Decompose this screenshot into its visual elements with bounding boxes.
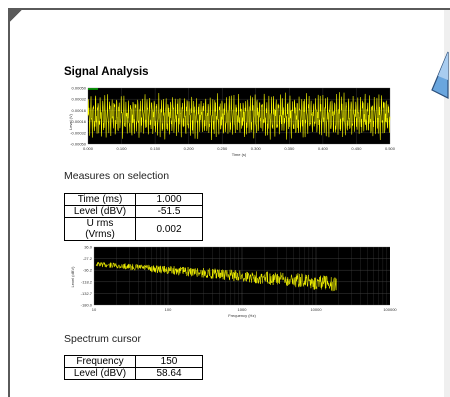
- time-chart-xtick: 0.250: [217, 146, 228, 151]
- spectrum-chart-ytick: 36.0: [84, 245, 93, 250]
- page-right-edge: [444, 10, 450, 397]
- page-title: Signal Analysis: [64, 66, 149, 78]
- spectrum-chart[interactable]: 36.0 -27.2 -36.2 -118.2 -132.7 -180.0 10 100 10…: [58, 245, 398, 326]
- spectrum-chart-xlabel: Frequency (Hz): [228, 313, 256, 318]
- time-chart-ytick: 0.00050: [72, 86, 87, 91]
- measures-value: 1.000: [135, 193, 203, 206]
- measures-row: U rms (Vrms) 0.002: [64, 217, 203, 241]
- time-chart-ytick: -0.00032: [70, 130, 87, 135]
- spectrum-chart-xtick: 100000: [383, 307, 397, 312]
- time-chart-xtick: 0.100: [117, 146, 128, 151]
- measures-label: Time (ms): [64, 193, 136, 206]
- time-chart-trace: [87, 92, 391, 140]
- measures-row: Level (dBV) -51.5: [64, 205, 203, 218]
- measures-label: U rms (Vrms): [64, 217, 136, 241]
- spectrum-chart-xtick: 1000: [238, 307, 248, 312]
- spectrum-chart-trace: [95, 261, 337, 292]
- time-chart-xtick: 0.000: [83, 146, 94, 151]
- time-chart-ylabel: Level (V): [68, 113, 73, 130]
- spectrum-cursor-row: Frequency 150: [64, 355, 203, 368]
- time-chart-ytick: 0.00032: [72, 97, 87, 102]
- time-chart-xtick: 0.150: [150, 146, 161, 151]
- spectrum-chart-ytick: -180.0: [81, 303, 93, 308]
- time-chart-svg[interactable]: 0.00050 0.00032 0.00016 -0.00016 -0.00032 -0.…: [58, 86, 398, 162]
- spectrum-chart-ytick: -132.7: [81, 291, 93, 296]
- time-chart-xtick: 0.300: [251, 146, 262, 151]
- spectrum-cursor-heading: Spectrum cursor: [64, 333, 142, 345]
- time-chart-ytick: -0.00016: [70, 119, 87, 124]
- time-chart-ytick: -0.00050: [70, 142, 87, 147]
- spectrum-chart-xtick: 100: [165, 307, 172, 312]
- page-corner-fold: [10, 10, 22, 22]
- spectrum-cursor-label: Frequency: [64, 355, 136, 368]
- measures-label: Level (dBV): [64, 205, 136, 218]
- measures-heading: Measures on selection: [64, 170, 170, 182]
- time-chart-ytick: 0.00016: [72, 108, 87, 113]
- spectrum-cursor-value: 150: [135, 355, 203, 368]
- spectrum-chart-ytick: -27.2: [83, 256, 93, 261]
- time-chart-xtick: 0.200: [184, 146, 195, 151]
- measures-table: Time (ms) 1.000 Level (dBV) -51.5 U rms (Vrm…: [64, 193, 203, 241]
- time-chart-xtick: 0.400: [318, 146, 329, 151]
- spectrum-chart-ytick: -118.2: [81, 279, 93, 284]
- spectrum-cursor-label: Level (dBV): [64, 367, 136, 380]
- time-chart-xlabel: Time (s): [232, 152, 247, 157]
- time-chart-xtick: 0.450: [351, 146, 362, 151]
- spectrum-cursor-row: Level (dBV) 58.64: [64, 367, 203, 380]
- triangle-pointer-icon[interactable]: [430, 50, 450, 100]
- document-frame-top: [8, 8, 450, 10]
- measures-value: 0.002: [135, 217, 203, 241]
- document-frame-left: [8, 8, 10, 397]
- time-chart-xtick: 0.350: [284, 146, 295, 151]
- spectrum-chart-ytick: -36.2: [83, 268, 93, 273]
- spectrum-chart-xtick: 10: [92, 307, 97, 312]
- time-chart-xtick: 0.500: [385, 146, 396, 151]
- measures-row: Time (ms) 1.000: [64, 193, 203, 206]
- spectrum-chart-svg[interactable]: 36.0 -27.2 -36.2 -118.2 -132.7 -180.0 10 100 10…: [58, 245, 398, 321]
- spectrum-cursor-table: Frequency 150 Level (dBV) 58.64: [64, 355, 203, 380]
- time-chart[interactable]: 0.00050 0.00032 0.00016 -0.00016 -0.00032 -0.…: [58, 86, 398, 167]
- measures-value: -51.5: [135, 205, 203, 218]
- spectrum-chart-xtick: 10000: [310, 307, 322, 312]
- spectrum-chart-ylabel: Level (dBV): [70, 266, 75, 288]
- spectrum-cursor-value: 58.64: [135, 367, 203, 380]
